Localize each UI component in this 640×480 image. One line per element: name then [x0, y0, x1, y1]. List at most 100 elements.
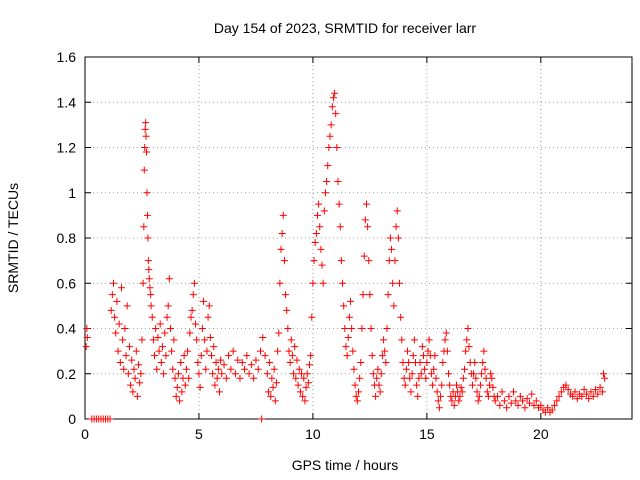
- data-point: [142, 119, 150, 127]
- data-point: [148, 313, 156, 321]
- data-point: [562, 381, 570, 389]
- data-point: [158, 343, 166, 351]
- data-point: [319, 279, 327, 287]
- data-point: [390, 302, 398, 310]
- data-point: [123, 302, 131, 310]
- data-point: [115, 320, 123, 328]
- data-point: [507, 399, 515, 407]
- data-point: [180, 352, 188, 360]
- data-point: [458, 388, 466, 396]
- data-point: [464, 325, 472, 332]
- data-point: [414, 392, 422, 400]
- data-point: [433, 388, 441, 396]
- data-point: [117, 284, 125, 292]
- data-point: [402, 365, 410, 373]
- data-point: [364, 223, 372, 231]
- data-point: [442, 329, 450, 337]
- data-point: [122, 352, 130, 360]
- data-point: [209, 370, 217, 378]
- data-point: [421, 365, 429, 373]
- data-point: [391, 257, 399, 265]
- data-point: [185, 374, 193, 382]
- data-point: [282, 291, 290, 299]
- data-point: [325, 144, 333, 151]
- data-point: [141, 144, 149, 151]
- data-point: [149, 336, 157, 344]
- data-point: [532, 397, 540, 405]
- chart-title: Day 154 of 2023, SRMTID for receiver lar…: [214, 20, 477, 36]
- data-point: [107, 306, 115, 314]
- data-point: [386, 234, 394, 242]
- data-point: [162, 352, 170, 360]
- data-point: [585, 395, 593, 403]
- data-point: [580, 386, 588, 394]
- data-point: [498, 388, 506, 396]
- data-point: [360, 252, 368, 260]
- data-point: [413, 381, 421, 389]
- data-point: [388, 245, 396, 253]
- data-point: [519, 397, 527, 405]
- data-point: [211, 381, 219, 389]
- data-point: [409, 352, 417, 360]
- x-tick-label: 10: [305, 426, 321, 442]
- data-point: [146, 284, 154, 292]
- data-point: [514, 401, 522, 409]
- data-point: [145, 266, 153, 274]
- data-point: [141, 125, 149, 133]
- data-point: [238, 358, 246, 366]
- data-point: [362, 200, 370, 208]
- data-point: [544, 404, 552, 412]
- data-point: [601, 374, 609, 382]
- data-point: [553, 397, 561, 405]
- data-point: [291, 343, 299, 351]
- data-point: [341, 325, 349, 332]
- data-point: [434, 397, 442, 405]
- data-point: [555, 392, 563, 400]
- data-point: [516, 392, 524, 400]
- data-point: [256, 347, 264, 355]
- data-point: [192, 320, 200, 328]
- data-point: [108, 291, 116, 299]
- data-point: [231, 370, 239, 378]
- data-point: [82, 343, 90, 351]
- data-point: [374, 365, 382, 373]
- data-point: [197, 352, 205, 360]
- data-point: [339, 279, 347, 287]
- data-point: [353, 397, 361, 405]
- data-point: [463, 336, 471, 344]
- data-point: [214, 365, 222, 373]
- data-point: [161, 329, 169, 337]
- data-point: [398, 336, 406, 344]
- y-axis-label: SRMTID / TECUs: [5, 183, 21, 293]
- data-point: [401, 381, 409, 389]
- data-point: [483, 388, 491, 396]
- data-point: [263, 370, 271, 378]
- data-point: [129, 388, 137, 396]
- data-point: [299, 392, 307, 400]
- data-point: [335, 200, 343, 208]
- data-point: [407, 388, 415, 396]
- data-point: [227, 365, 235, 373]
- data-point: [113, 297, 121, 305]
- data-point: [258, 415, 266, 423]
- data-point: [427, 370, 435, 378]
- data-point: [190, 279, 198, 287]
- data-point: [215, 388, 223, 396]
- data-point: [270, 365, 278, 373]
- data-point: [489, 383, 497, 391]
- data-point: [204, 313, 212, 321]
- data-point: [431, 352, 439, 360]
- data-point: [332, 110, 340, 118]
- data-point: [348, 325, 356, 332]
- data-point: [243, 352, 251, 360]
- data-point: [343, 352, 351, 360]
- data-point: [225, 352, 233, 360]
- data-point: [268, 374, 276, 382]
- data-point: [488, 374, 496, 382]
- data-point: [145, 275, 153, 283]
- y-tick-label: 0.8: [57, 230, 77, 246]
- data-point: [261, 352, 269, 360]
- data-point: [384, 291, 392, 299]
- data-point: [163, 313, 171, 321]
- data-point: [479, 358, 487, 366]
